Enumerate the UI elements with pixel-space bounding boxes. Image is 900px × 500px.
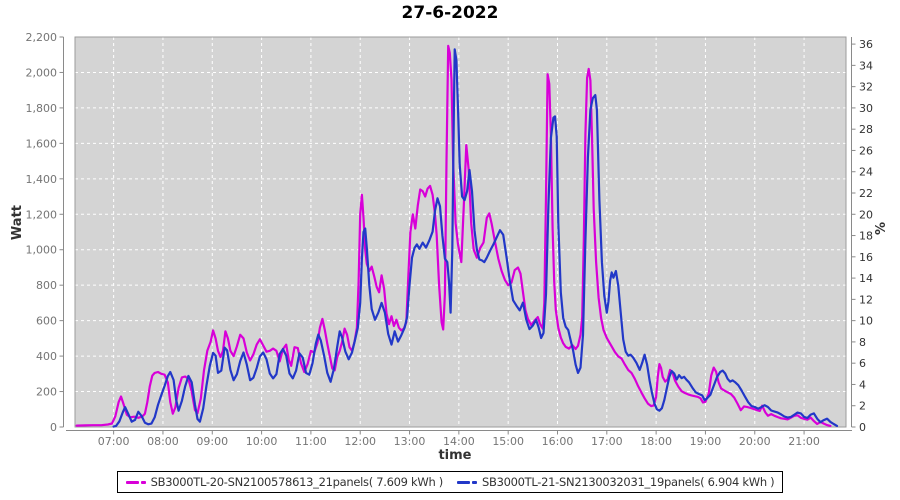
series-line-sb3000tl-20 [75,44,832,427]
y-right-tick-label: 14 [859,272,873,285]
x-tick-label: 12:00 [344,435,376,448]
y-right-tick-label: 10 [859,315,873,328]
y-right-tick-label: 26 [859,144,873,157]
x-tick-label: 08:00 [147,435,179,448]
y-right-tick-label: 0 [859,421,866,434]
x-tick-label: 13:00 [394,435,426,448]
series-a-line-swatch-icon [125,480,146,484]
y-right-tick-label: 32 [859,81,873,94]
legend: SB3000TL-20-SN2100578613_21panels( 7.609… [0,471,900,493]
legend-item-sb3000tl-21: SB3000TL-21-SN2130032031_19panels( 6.904… [457,475,775,489]
y-left-tick-label: 2,200 [26,31,58,44]
y-right-tick-label: 18 [859,230,873,243]
chart-title: 27-6-2022 [401,3,499,23]
x-tick-label: 16:00 [542,435,574,448]
x-axis-label-time: time [438,448,472,463]
y-left-tick-label: 1,400 [26,173,58,186]
x-tick-label: 19:00 [690,435,722,448]
legend-item-sb3000tl-20: SB3000TL-20-SN2100578613_21panels( 7.609… [125,475,444,489]
x-tick-label: 10:00 [246,435,278,448]
y-left-tick-label: 0 [50,421,57,434]
series-line-sb3000tl-21 [112,48,839,428]
x-tick-label: 21:00 [788,435,820,448]
x-tick-label: 09:00 [196,435,228,448]
y-right-tick-label: 8 [859,336,866,349]
x-tick-label: 07:00 [98,435,130,448]
y-right-tick-label: 24 [859,166,873,179]
y-right-tick-label: 36 [859,38,873,51]
y-axis-label-percent: % [874,222,889,236]
y-left-tick-label: 1,000 [26,244,58,257]
y-left-tick-label: 2,000 [26,66,58,79]
y-left-tick-label: 600 [36,315,57,328]
y-left-tick-label: 1,200 [26,208,58,221]
y-right-tick-label: 28 [859,123,873,136]
x-tick-label: 15:00 [492,435,524,448]
x-tick-label: 14:00 [443,435,475,448]
y-right-tick-label: 16 [859,251,873,264]
x-tick-label: 11:00 [295,435,327,448]
legend-label: SB3000TL-20-SN2100578613_21panels( 7.609… [150,475,444,489]
series-b-line-swatch-icon [457,480,477,484]
y-left-tick-label: 200 [36,386,57,399]
plot-background [75,37,846,427]
y-right-tick-label: 12 [859,293,873,306]
y-right-tick-label: 2 [859,400,866,413]
y-right-tick-label: 4 [859,378,866,391]
x-tick-label: 17:00 [591,435,623,448]
legend-box: SB3000TL-20-SN2100578613_21panels( 7.609… [116,471,784,493]
y-left-tick-label: 1,800 [26,102,58,115]
y-left-tick-label: 800 [36,279,57,292]
y-right-tick-label: 30 [859,102,873,115]
y-right-tick-label: 22 [859,187,873,200]
y-left-tick-label: 1,600 [26,137,58,150]
y-axis-label-watt: Watt [10,205,25,241]
x-tick-label: 20:00 [739,435,771,448]
x-tick-label: 18:00 [640,435,672,448]
y-right-tick-label: 20 [859,208,873,221]
plot-border [74,36,847,428]
y-right-tick-label: 34 [859,59,873,72]
legend-label: SB3000TL-21-SN2130032031_19panels( 6.904… [482,475,775,489]
y-right-tick-label: 6 [859,357,866,370]
y-left-tick-label: 400 [36,350,57,363]
